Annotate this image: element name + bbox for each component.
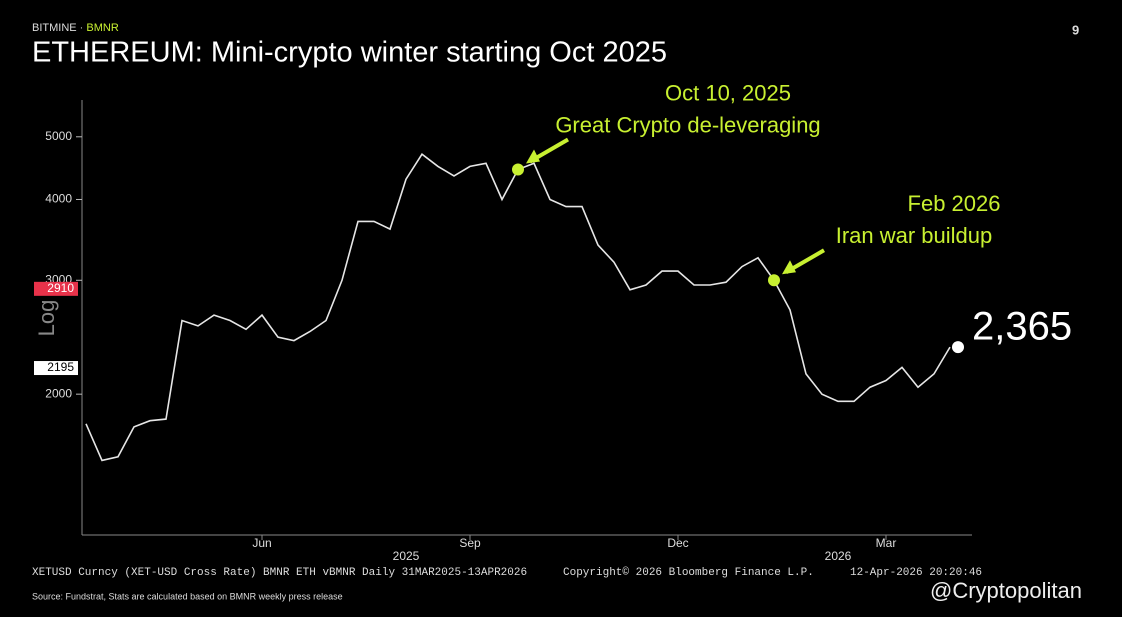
annotation-text: Iran war buildup	[836, 223, 993, 248]
annotation-text: Feb 2026	[908, 191, 1001, 216]
x-tick-label: Dec	[667, 536, 688, 550]
y-axis-label: Log	[34, 300, 59, 337]
footer-timestamp: 12-Apr-2026 20:20:46	[850, 567, 982, 579]
annotation-point	[512, 163, 524, 176]
watermark: @Cryptopolitan	[930, 578, 1082, 603]
y-tick-label: 2000	[45, 386, 72, 400]
y-tick-label: 5000	[45, 129, 72, 143]
separator: ·	[77, 22, 87, 34]
annotation-arrowhead	[782, 260, 796, 275]
y-tick-label: 4000	[45, 192, 72, 206]
annotation-point	[768, 274, 780, 287]
brand-name: BITMINE	[32, 22, 77, 34]
x-year-label: 2026	[825, 549, 852, 563]
ticker: BMNR	[86, 22, 118, 34]
annotation-text: Great Crypto de-leveraging	[555, 112, 820, 137]
footer-copyright: Copyright© 2026 Bloomberg Finance L.P.	[563, 567, 814, 579]
price-tag-label: 2195	[47, 360, 74, 374]
x-tick-label: Mar	[876, 536, 897, 550]
chart-title: ETHEREUM: Mini-crypto winter starting Oc…	[32, 37, 667, 69]
last-point	[952, 341, 964, 354]
annotation-text: Oct 10, 2025	[665, 80, 791, 105]
price-line	[85, 153, 951, 462]
x-tick-label: Jun	[252, 536, 271, 550]
brand: BITMINE · BMNR	[32, 22, 119, 34]
page-number: 9	[1072, 22, 1079, 37]
price-tag-label: 2910	[47, 281, 74, 295]
price-tag	[34, 361, 78, 376]
annotation-arrowhead	[526, 149, 540, 164]
source: Source: Fundstrat, Stats are calculated …	[32, 591, 343, 601]
price-tag	[34, 281, 78, 296]
x-year-label: 2025	[393, 549, 420, 563]
last-value-label: 2,365	[972, 305, 1072, 349]
x-tick-label: Sep	[459, 536, 481, 550]
footer-ticker: XETUSD Curncy (XET-USD Cross Rate) BMNR …	[32, 567, 527, 579]
